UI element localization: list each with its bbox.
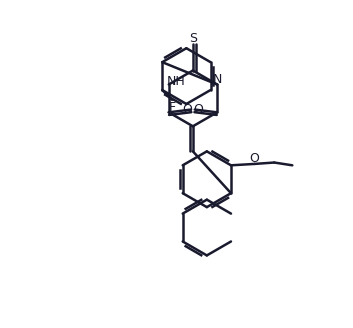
Text: N: N [213, 73, 222, 86]
Text: F: F [168, 100, 175, 113]
Text: O: O [250, 152, 259, 165]
Text: O: O [183, 103, 192, 116]
Text: S: S [189, 31, 197, 45]
Text: O: O [193, 103, 203, 116]
Text: NH: NH [167, 75, 185, 88]
